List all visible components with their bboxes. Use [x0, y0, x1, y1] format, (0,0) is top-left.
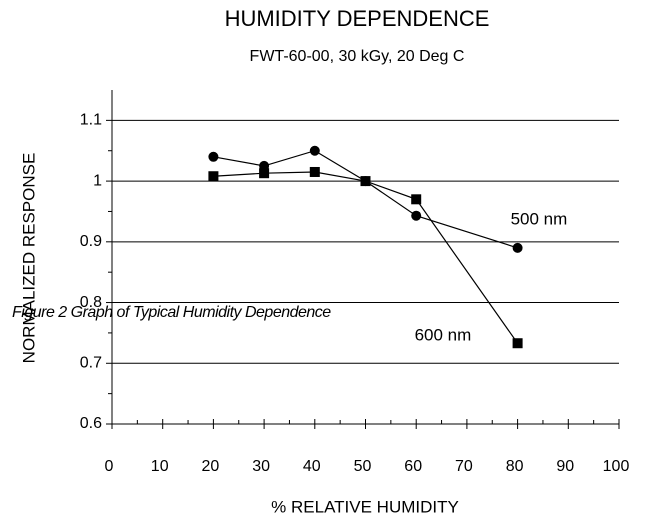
y-tick-label: 0.7	[80, 354, 102, 371]
y-tick-label: 0.8	[80, 294, 102, 311]
y-tick-label: 0.6	[80, 415, 102, 432]
y-tick-label: 1.1	[80, 112, 102, 129]
y-axis-label: NORMALIZED RESPONSE	[19, 153, 38, 364]
marker	[411, 210, 422, 221]
y-tick-label: 1	[93, 172, 102, 189]
marker	[208, 151, 219, 162]
x-tick-label: 50	[354, 458, 372, 475]
x-tick-label: 70	[455, 458, 473, 475]
marker	[411, 194, 422, 205]
annotation: Figure 2 Graph of Typical Humidity Depen…	[12, 304, 331, 321]
x-tick-label: 20	[202, 458, 220, 475]
x-tick-label: 80	[506, 458, 524, 475]
marker	[512, 242, 523, 253]
x-tick-label: 10	[151, 458, 169, 475]
y-tick-label: 0.9	[80, 233, 102, 250]
x-tick-label: 100	[603, 458, 630, 475]
x-axis-label: % RELATIVE HUMIDITY	[271, 497, 459, 516]
x-tick-label: 60	[404, 458, 422, 475]
chart-title: HUMIDITY DEPENDENCE	[225, 6, 490, 31]
marker	[309, 145, 320, 156]
series-label: 500 nm	[511, 209, 568, 228]
marker	[259, 168, 270, 179]
x-tick-label: 0	[105, 458, 114, 475]
x-tick-label: 40	[303, 458, 321, 475]
series-line	[213, 171, 519, 344]
marker	[208, 171, 219, 182]
chart-subtitle: FWT-60-00, 30 kGy, 20 Deg C	[250, 48, 465, 65]
series-line	[213, 150, 518, 249]
x-tick-label: 30	[252, 458, 270, 475]
series-label: 600 nm	[415, 326, 472, 345]
marker	[360, 176, 371, 187]
x-tick-label: 90	[556, 458, 574, 475]
marker	[512, 338, 523, 349]
marker	[309, 166, 320, 177]
